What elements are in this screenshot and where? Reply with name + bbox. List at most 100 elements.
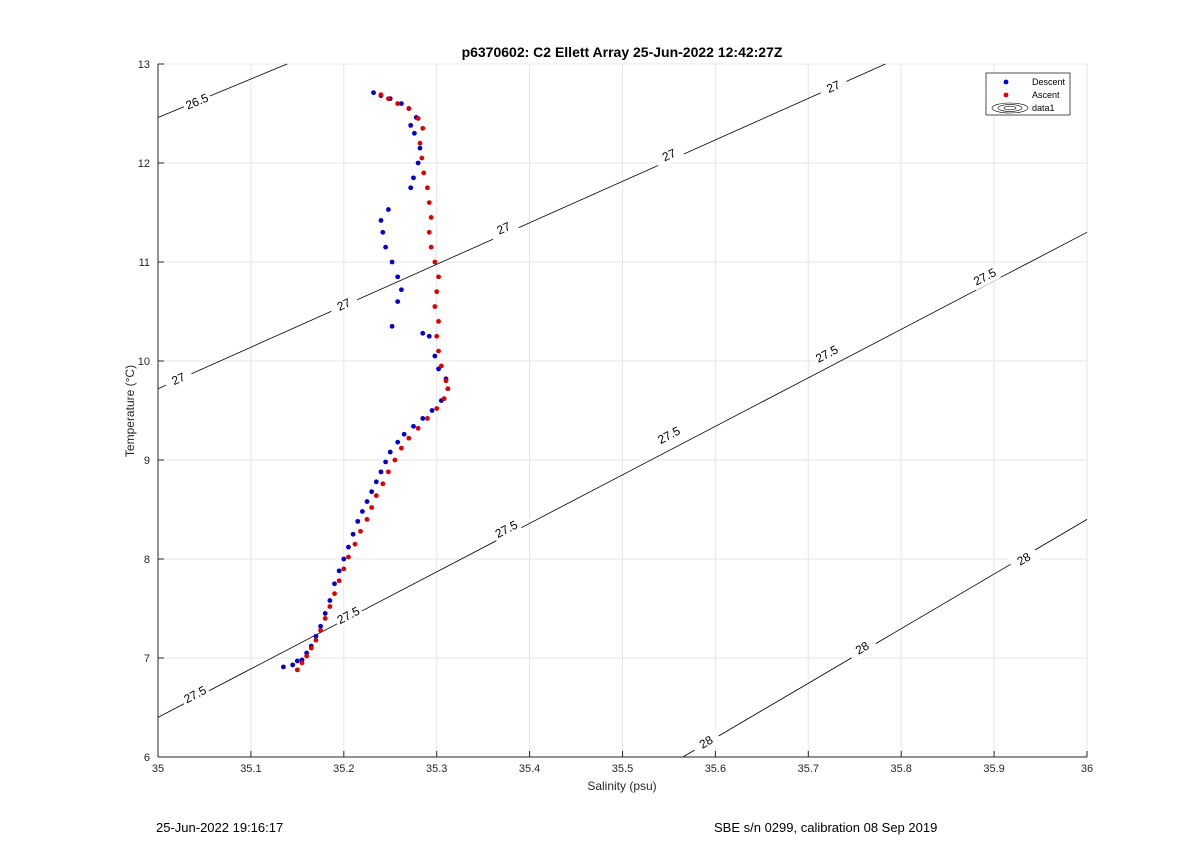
chart-title: p6370602: C2 Ellett Array 25-Jun-2022 12… <box>462 44 783 60</box>
contour-label-bg <box>817 73 850 100</box>
ascent-point <box>308 645 314 651</box>
ascent-point <box>428 244 434 250</box>
descent-point <box>432 353 438 359</box>
ascent-point <box>425 185 430 191</box>
contour-label-bg <box>1007 545 1040 573</box>
ascent-point <box>346 554 351 560</box>
descent-point <box>378 218 384 223</box>
legend-data1-label: data1 <box>1032 103 1055 113</box>
y-axis-label: Temperature (°C) <box>123 365 137 457</box>
contour-label: 27 <box>495 219 513 237</box>
ascent-point <box>432 259 438 265</box>
x-tick-label: 35.5 <box>612 763 633 775</box>
ascent-point <box>436 274 441 280</box>
descent-point <box>281 664 286 670</box>
descent-point <box>420 330 426 336</box>
contour-label-bg <box>810 340 843 368</box>
descent-point <box>378 469 384 475</box>
ascent-point <box>419 155 425 161</box>
descent-point <box>327 598 333 603</box>
ascent-point <box>336 578 342 584</box>
contour-label-bg <box>652 421 686 449</box>
data-points <box>281 90 451 673</box>
descent-point <box>355 518 361 524</box>
legend-contour-icon <box>1003 105 1017 111</box>
descent-point <box>411 175 416 181</box>
descent-point <box>373 479 379 485</box>
contour-label: 28 <box>853 639 872 658</box>
descent-point <box>389 323 395 329</box>
descent-point <box>395 274 401 280</box>
contour-label-bg <box>181 88 214 115</box>
ascent-point <box>445 386 451 392</box>
descent-point <box>369 489 375 495</box>
descent-point <box>395 439 401 445</box>
contour-line <box>157 231 1088 718</box>
ascent-point <box>332 591 337 597</box>
contour-label-bg <box>327 291 360 318</box>
descent-point <box>336 568 342 574</box>
descent-point <box>313 633 319 639</box>
ascent-point <box>415 425 421 431</box>
descent-point <box>359 509 365 514</box>
contour-label-bg <box>487 215 520 242</box>
y-tick-label: 13 <box>138 59 150 71</box>
descent-point <box>290 662 296 668</box>
descent-point <box>412 130 417 136</box>
contour-label: 27 <box>824 78 842 96</box>
descent-point <box>398 287 404 293</box>
descent-point <box>408 185 414 191</box>
descent-point <box>318 623 323 629</box>
ascent-point <box>417 140 423 146</box>
contour-label: 27 <box>169 370 187 388</box>
ascent-point <box>436 319 441 324</box>
ascent-point <box>313 637 319 643</box>
ascent-point <box>436 348 441 354</box>
ascent-point <box>406 435 412 441</box>
ascent-point <box>392 457 398 463</box>
legend-ascent-label: Ascent <box>1032 90 1060 100</box>
ascent-point <box>385 96 391 102</box>
contour-label-bg <box>179 681 212 709</box>
descent-point <box>420 416 426 421</box>
ascent-point <box>434 406 440 411</box>
ascent-point <box>441 396 447 402</box>
y-tick-label: 12 <box>138 158 150 170</box>
contour-line <box>157 63 886 390</box>
descent-point <box>380 229 386 235</box>
descent-point <box>415 160 421 166</box>
ascent-point <box>426 200 432 206</box>
footer-calibration: SBE s/n 0299, calibration 08 Sep 2019 <box>714 820 938 835</box>
legend: Descent Ascent data1 <box>985 72 1071 116</box>
descent-point <box>398 101 404 106</box>
contour-label: 27 <box>660 146 678 164</box>
legend-contour-icon <box>997 104 1023 112</box>
y-tick-label: 11 <box>139 257 150 269</box>
contour-label-bg <box>652 142 685 169</box>
legend-ascent-marker <box>1003 92 1009 98</box>
descent-point <box>389 259 395 265</box>
ascent-point <box>421 170 427 176</box>
descent-point <box>429 408 435 413</box>
ascent-point <box>341 566 347 572</box>
ascent-point <box>358 528 363 534</box>
ascent-point <box>428 215 434 220</box>
grid-lines <box>157 63 1088 758</box>
ascent-point <box>369 505 375 510</box>
y-tick-label: 7 <box>144 653 150 665</box>
legend-descent-label: Descent <box>1032 77 1066 87</box>
ascent-point <box>434 333 440 339</box>
contour-label-bg <box>490 515 523 543</box>
axes: 35 35.1 35.2 35.3 35.4 35.5 35.6 35.7 35.8 35.9 36… <box>138 59 1093 775</box>
contour-label-bg <box>846 634 879 663</box>
ascent-point <box>380 481 386 487</box>
descent-point <box>371 90 376 96</box>
y-tick-label: 9 <box>144 455 150 467</box>
descent-point <box>395 299 401 304</box>
ascent-point <box>364 517 370 522</box>
x-tick-label: 35.7 <box>798 763 819 775</box>
ascent-point <box>443 378 449 384</box>
ascent-point <box>385 469 391 475</box>
ascent-point <box>438 363 444 369</box>
